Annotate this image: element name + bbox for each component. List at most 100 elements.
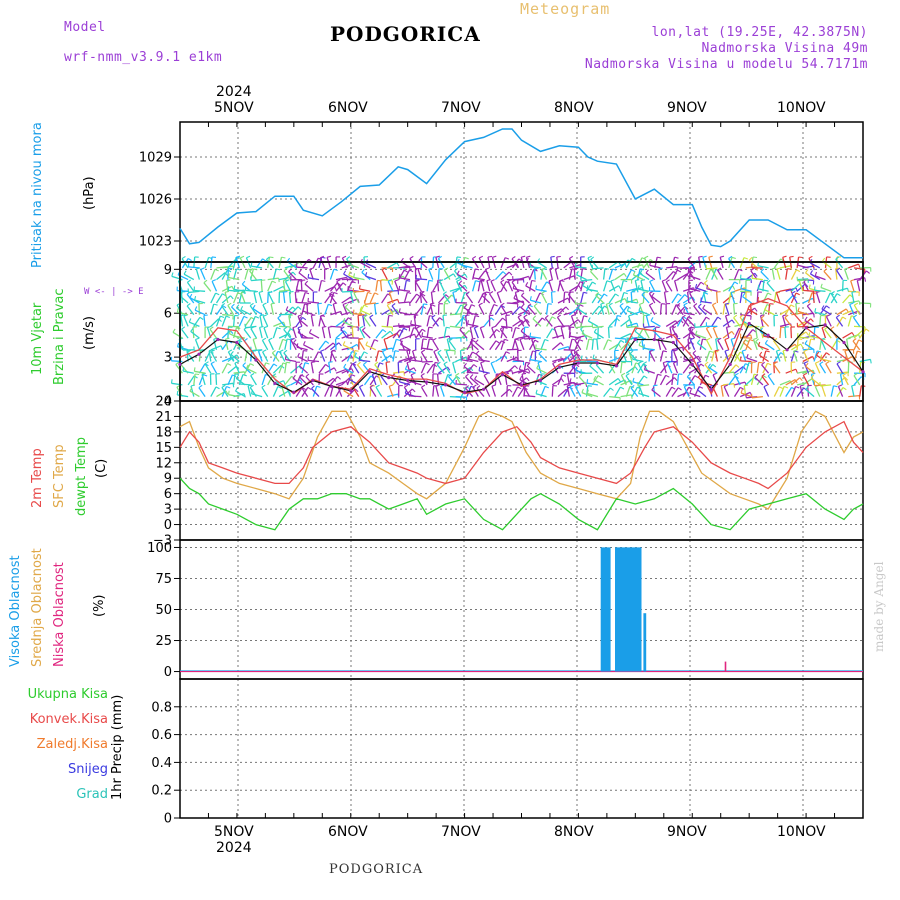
wind-barb xyxy=(420,362,427,374)
wind-barb-flag xyxy=(333,291,338,295)
wind-barb-flag xyxy=(348,271,351,276)
wind-barb-flag xyxy=(784,314,789,318)
wind-barb-flag xyxy=(271,280,277,284)
wind-barb xyxy=(386,262,398,269)
wind-barb xyxy=(350,292,354,304)
wind-barb-flag xyxy=(623,280,628,283)
wind-barb-flag xyxy=(569,378,572,383)
wind-barb xyxy=(296,289,308,292)
wind-barb xyxy=(426,363,435,374)
wind-barb xyxy=(261,374,267,386)
wind-barb xyxy=(546,316,553,327)
wind-barb-flag xyxy=(346,256,351,260)
wind-barb xyxy=(605,303,610,315)
wind-barb-flag xyxy=(628,314,633,317)
wind-barb xyxy=(186,281,195,292)
wind-barb xyxy=(842,309,853,316)
wind-barb xyxy=(651,389,661,398)
wind-barb-flag xyxy=(298,269,302,274)
wind-barb xyxy=(240,292,246,304)
wind-barb xyxy=(682,270,691,280)
wind-barb-flag xyxy=(838,384,843,387)
wind-barb xyxy=(235,390,246,398)
wind-barb xyxy=(284,271,294,281)
wind-barb-flag xyxy=(712,302,717,306)
wind-barb-flag xyxy=(505,351,510,354)
wind-barb-flag xyxy=(833,385,838,388)
wind-barb-flag xyxy=(753,377,758,381)
wind-barb-flag xyxy=(681,314,686,319)
wind-barb xyxy=(671,319,682,327)
wind-barb-flag xyxy=(242,362,246,366)
wind-barb-flag xyxy=(844,349,849,352)
wind-barb xyxy=(373,303,377,315)
wind-barb-flag xyxy=(470,385,475,389)
wind-barb xyxy=(398,327,405,339)
wind-barb-flag xyxy=(803,372,808,376)
wind-barb xyxy=(654,374,659,386)
wind-barb xyxy=(637,328,644,339)
wind-barb xyxy=(602,268,606,280)
wind-barb xyxy=(500,388,510,398)
wind-barb-flag xyxy=(357,361,361,366)
wind-barb-flag xyxy=(504,355,508,360)
wind-barb-flag xyxy=(374,292,379,296)
wind-barb-flag xyxy=(215,386,220,390)
wind-barb-flag xyxy=(246,364,249,369)
wind-barb-flag xyxy=(742,339,747,343)
wind-barb-flag xyxy=(231,286,235,291)
wind-barb xyxy=(644,368,656,374)
wind-barb xyxy=(813,327,816,339)
wind-barb-flag xyxy=(199,316,204,320)
wind-barb xyxy=(448,340,457,351)
wind-barb-flag xyxy=(465,373,469,378)
wind-barb xyxy=(252,308,263,316)
wind-barb xyxy=(284,375,293,386)
wind-barb-flag xyxy=(580,355,583,360)
wind-barb-flag xyxy=(438,255,442,259)
wind-barb-flag xyxy=(194,295,197,301)
wind-barb xyxy=(580,280,584,292)
wind-barb xyxy=(459,350,462,362)
wind-barb xyxy=(363,375,372,386)
wind-barb-flag xyxy=(283,321,286,327)
wind-barb-flag xyxy=(400,257,404,262)
wind-barb-flag xyxy=(541,267,546,271)
wind-barb xyxy=(452,292,457,304)
wind-barb-flag xyxy=(309,267,314,270)
wind-barb-flag xyxy=(549,267,554,270)
wind-barb-flag xyxy=(207,325,212,329)
wind-barb-flag xyxy=(810,338,815,341)
wind-barb xyxy=(399,381,411,386)
wind-barb-flag xyxy=(821,257,826,262)
wind-barb-flag xyxy=(512,284,515,289)
wind-barb xyxy=(687,258,696,269)
wind-barb-flag xyxy=(363,300,366,305)
wind-barb-flag xyxy=(820,283,823,288)
wind-barb-flag xyxy=(234,373,239,376)
wind-barb xyxy=(298,318,309,327)
wind-barb-flag xyxy=(467,320,469,325)
wind-barb-flag xyxy=(410,372,415,376)
wind-barb xyxy=(361,329,371,339)
wind-barb-flag xyxy=(520,327,525,332)
wind-barb-flag xyxy=(435,255,440,258)
wind-barb-flag xyxy=(235,374,240,379)
wind-barb-flag xyxy=(172,328,176,333)
wind-barb xyxy=(386,315,390,327)
wind-barb-flag xyxy=(437,349,442,353)
wind-barb xyxy=(805,272,815,281)
wind-barb xyxy=(183,315,189,327)
wind-barb xyxy=(614,337,626,340)
wind-barb xyxy=(739,291,743,304)
wind-barb-flag xyxy=(250,372,255,376)
cloud-bar-high xyxy=(629,547,632,672)
wind-barb-flag xyxy=(689,272,692,277)
wind-barb-flag xyxy=(805,386,809,390)
wind-barb xyxy=(290,261,301,269)
wind-barb xyxy=(756,291,759,304)
wind-barb xyxy=(446,338,451,350)
wind-barb-flag xyxy=(626,297,629,302)
wind-point xyxy=(519,383,524,387)
wind-barb xyxy=(551,342,562,351)
